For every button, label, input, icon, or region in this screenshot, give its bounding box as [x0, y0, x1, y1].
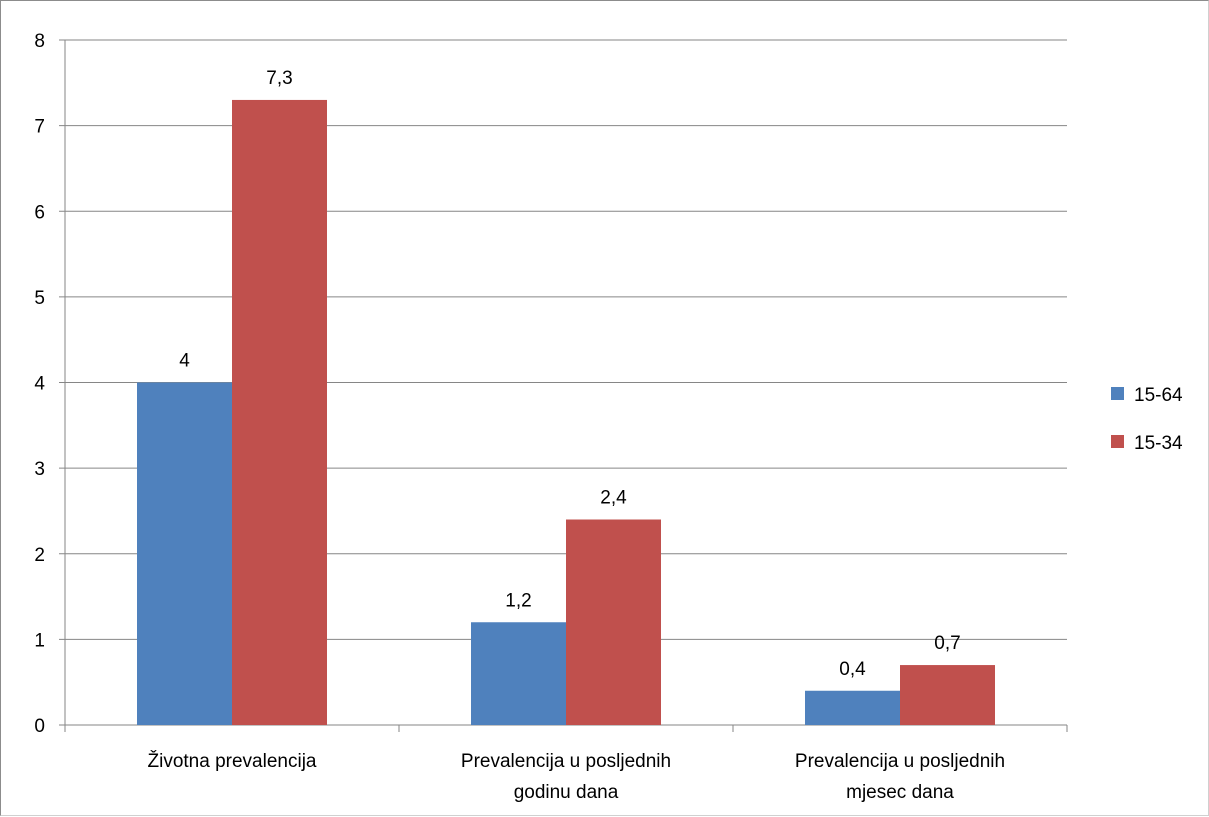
data-label: 2,4	[600, 488, 627, 509]
x-category-label: godinu dana	[514, 782, 619, 803]
x-category-label: mjesec dana	[846, 782, 954, 803]
y-tick-label: 1	[34, 630, 45, 651]
legend-label: 15-64	[1134, 385, 1183, 406]
y-tick-label: 3	[34, 459, 45, 480]
x-category-label: Prevalencija u posljednih	[795, 751, 1005, 772]
data-label: 7,3	[266, 68, 292, 89]
legend-label: 15-34	[1134, 433, 1183, 454]
legend: 15-64 15-34	[1111, 385, 1183, 454]
bar	[566, 519, 661, 725]
y-tick-label: 8	[34, 31, 45, 52]
bar	[232, 99, 327, 725]
bars	[137, 99, 995, 725]
data-labels: 4 7,3 1,2 2,4 0,4 0,7	[179, 68, 961, 680]
data-label: 4	[179, 351, 190, 372]
y-tick-label: 2	[34, 545, 45, 566]
y-tick-label: 0	[34, 716, 45, 737]
bar	[805, 690, 900, 725]
legend-swatch	[1111, 435, 1124, 448]
y-tick-label: 6	[34, 202, 45, 223]
y-tick-label: 7	[34, 117, 45, 138]
y-tick-label: 4	[34, 374, 45, 395]
bar	[137, 382, 232, 725]
bar	[900, 665, 995, 725]
y-tick-label: 5	[34, 288, 45, 309]
x-category-label: Životna prevalencija	[148, 750, 317, 772]
data-label: 0,7	[934, 633, 960, 654]
bar	[471, 622, 566, 725]
data-label: 0,4	[839, 659, 866, 680]
data-label: 1,2	[505, 590, 531, 611]
x-category-label: Prevalencija u posljednih	[461, 751, 671, 772]
legend-swatch	[1111, 387, 1124, 400]
